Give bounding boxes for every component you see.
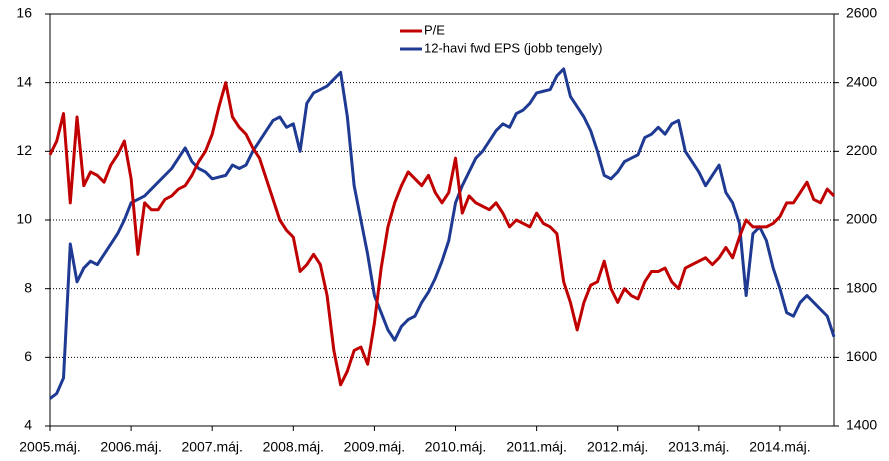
x-tick-label: 2007.máj.	[181, 439, 242, 455]
y2-tick-label: 1600	[846, 348, 877, 364]
legend-label: 12-havi fwd EPS (jobb tengely)	[424, 40, 602, 55]
x-tick-label: 2005.máj.	[19, 439, 80, 455]
y-tick-label: 14	[16, 73, 32, 89]
x-tick-label: 2013.máj.	[668, 439, 729, 455]
line-series	[49, 67, 836, 400]
legend-label: P/E	[424, 22, 445, 37]
x-tick-label: 2010.máj.	[425, 439, 486, 455]
y-tick-label: 10	[16, 211, 32, 227]
y-tick-label: 8	[24, 279, 32, 295]
x-tick-label: 2006.máj.	[100, 439, 161, 455]
y2-tick-label: 1800	[846, 279, 877, 295]
y-tick-label: 4	[24, 417, 32, 433]
y2-tick-label: 2600	[846, 5, 877, 21]
x-tick-label: 2009.máj.	[344, 439, 405, 455]
x-tick-label: 2014.máj.	[749, 439, 810, 455]
line-series	[48, 81, 836, 387]
y2-tick-label: 2000	[846, 211, 877, 227]
x-tick-label: 2012.máj.	[587, 439, 648, 455]
y-tick-label: 12	[16, 142, 32, 158]
y2-tick-label: 2400	[846, 73, 877, 89]
y2-tick-label: 2200	[846, 142, 877, 158]
plot-frame	[49, 13, 835, 427]
y-tick-label: 16	[16, 5, 32, 21]
y-tick-label: 6	[24, 348, 32, 364]
y2-tick-label: 1400	[846, 417, 877, 433]
x-tick-label: 2011.máj.	[506, 439, 566, 455]
x-tick-label: 2008.máj.	[263, 439, 324, 455]
